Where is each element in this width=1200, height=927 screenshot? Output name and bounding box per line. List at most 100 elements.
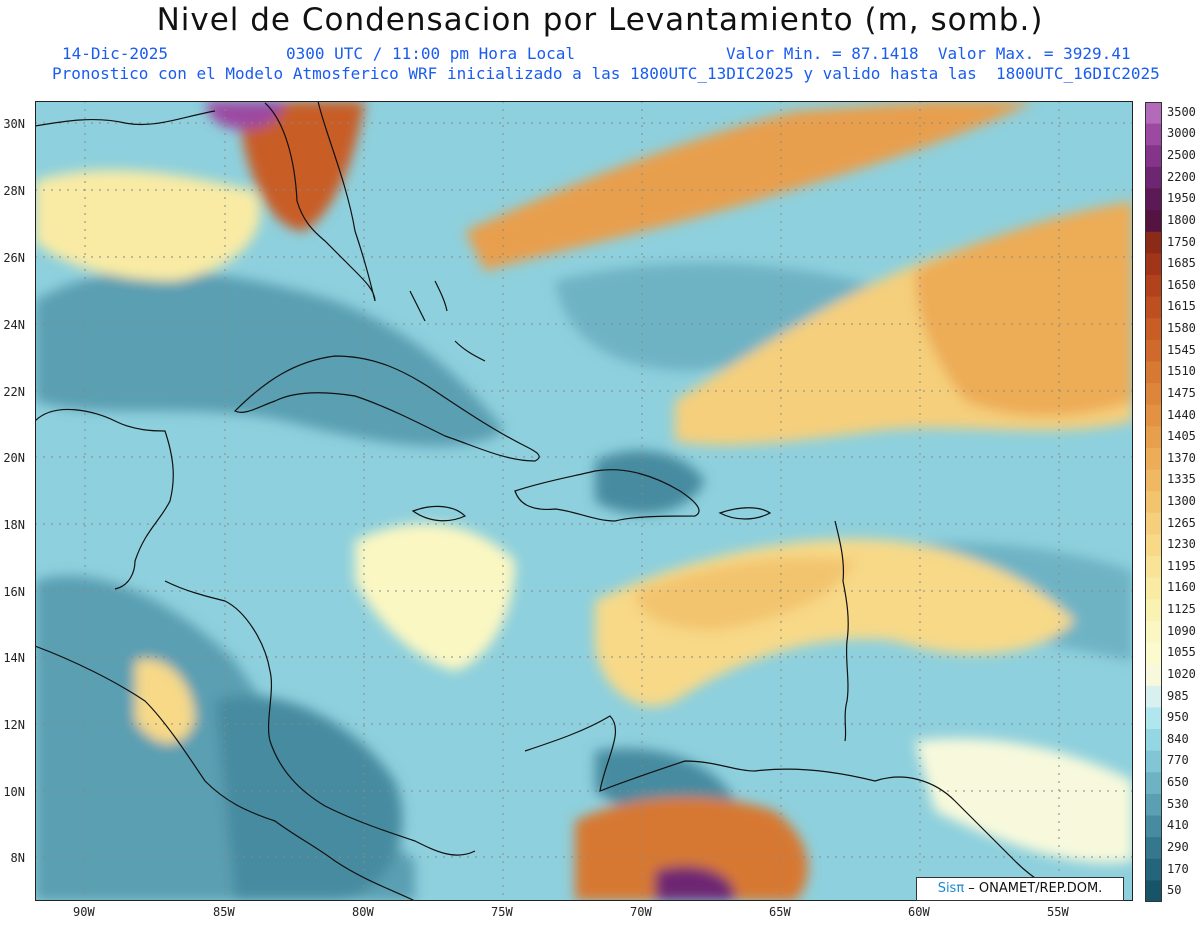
lon-label-65w: 65W — [769, 905, 791, 919]
legend-swatch — [1145, 707, 1162, 730]
legend-label: 1510 — [1167, 364, 1196, 379]
legend-swatch — [1145, 815, 1162, 838]
mod-lcl-northwest — [35, 170, 261, 281]
lat-label-12n: 12N — [3, 718, 25, 732]
coast-gulf-north — [35, 110, 216, 127]
legend-swatch — [1145, 383, 1162, 406]
color-legend — [1145, 102, 1162, 902]
lat-label-10n: 10N — [3, 785, 25, 799]
model-description: Pronostico con el Modelo Atmosferico WRF… — [52, 64, 1160, 83]
legend-label: 1580 — [1167, 321, 1196, 336]
lat-label-20n: 20N — [3, 451, 25, 465]
legend-swatch — [1145, 664, 1162, 687]
lat-label-28n: 28N — [3, 184, 25, 198]
lon-label-75w: 75W — [491, 905, 513, 919]
high-lcl-east — [635, 557, 855, 631]
legend-swatch — [1145, 620, 1162, 644]
mod-lcl-southeast — [915, 738, 1133, 863]
forecast-time: 0300 UTC / 11:00 pm Hora Local — [286, 44, 575, 63]
legend-swatch — [1145, 166, 1162, 189]
high-lcl-northeast — [915, 201, 1133, 416]
coast-florida — [264, 101, 376, 302]
legend-label: 1685 — [1167, 256, 1196, 271]
legend-label: 650 — [1167, 775, 1189, 790]
peak-lcl-venezuela — [655, 866, 735, 901]
lon-label-70w: 70W — [630, 905, 652, 919]
legend-swatch — [1145, 274, 1162, 298]
legend-label: 1750 — [1167, 234, 1196, 249]
legend-label: 1055 — [1167, 645, 1196, 660]
legend-swatch — [1145, 880, 1162, 902]
legend-swatch — [1145, 642, 1162, 665]
legend-label: 1230 — [1167, 537, 1196, 552]
lat-label-24n: 24N — [3, 318, 25, 332]
legend-label: 530 — [1167, 796, 1189, 811]
lon-label-55w: 55W — [1047, 905, 1069, 919]
legend-swatch — [1145, 577, 1162, 600]
legend-swatch — [1145, 102, 1162, 125]
legend-label: 1335 — [1167, 472, 1196, 487]
legend-swatch — [1145, 772, 1162, 795]
legend-swatch — [1145, 512, 1162, 535]
legend-frame — [1145, 102, 1162, 902]
lcl-field — [35, 101, 1133, 901]
coast-central-america-caribbean — [164, 580, 476, 856]
legend-label: 1615 — [1167, 299, 1196, 314]
coast-jamaica — [411, 505, 467, 522]
legend-label: 1265 — [1167, 515, 1196, 530]
legend-swatch — [1145, 188, 1162, 211]
low-lcl-hispaniola — [595, 450, 705, 515]
legend-label: 1800 — [1167, 212, 1196, 227]
legend-label: 770 — [1167, 753, 1189, 768]
legend-label: 1160 — [1167, 580, 1196, 595]
coast-central-america-pacific — [35, 645, 416, 901]
legend-label: 3500 — [1167, 104, 1196, 119]
legend-swatch — [1145, 447, 1162, 471]
legend-label: 1950 — [1167, 191, 1196, 206]
lon-label-90w: 90W — [73, 905, 95, 919]
map-title: Nivel de Condensacion por Levantamiento … — [156, 2, 1044, 38]
legend-label: 170 — [1167, 861, 1189, 876]
legend-label: 2200 — [1167, 169, 1196, 184]
lon-label-60w: 60W — [908, 905, 930, 919]
coast-hispaniola — [514, 469, 700, 522]
legend-swatch — [1145, 231, 1162, 254]
lon-label-80w: 80W — [352, 905, 374, 919]
legend-label: 410 — [1167, 818, 1189, 833]
legend-label: 1020 — [1167, 666, 1196, 681]
lat-label-14n: 14N — [3, 651, 25, 665]
legend-label: 1650 — [1167, 277, 1196, 292]
mod-lcl-central-caribbean — [355, 523, 515, 671]
legend-swatch — [1145, 556, 1162, 579]
coast-lesser-antilles — [834, 520, 849, 742]
coast-bahamas — [409, 280, 486, 362]
low-lcl-gulf — [35, 270, 505, 447]
legend-swatch — [1145, 361, 1162, 384]
legend-swatch — [1145, 685, 1162, 708]
legend-swatch — [1145, 793, 1162, 817]
lat-label-30n: 30N — [3, 117, 25, 131]
coastlines — [35, 101, 1076, 901]
lat-label-22n: 22N — [3, 385, 25, 399]
lat-label-8n: 8N — [10, 851, 25, 865]
legend-label: 1405 — [1167, 429, 1196, 444]
legend-label: 1545 — [1167, 342, 1196, 357]
legend-label: 2500 — [1167, 148, 1196, 163]
legend-swatch — [1145, 318, 1162, 341]
coast-cuba — [233, 355, 540, 462]
legend-label: 1125 — [1167, 602, 1196, 617]
legend-label: 3000 — [1167, 126, 1196, 141]
legend-label: 840 — [1167, 731, 1189, 746]
min-max-values: Valor Min. = 87.1418 Valor Max. = 3929.4… — [726, 44, 1131, 63]
legend-swatch — [1145, 404, 1162, 427]
mod-lcl-nicaragua — [135, 659, 195, 744]
legend-swatch — [1145, 491, 1162, 514]
credit-box: Sisπ – ONAMET/REP.DOM. — [916, 877, 1124, 901]
map-frame — [35, 101, 1133, 901]
legend-label: 1300 — [1167, 494, 1196, 508]
lcl-map — [35, 101, 1133, 901]
legend-swatch — [1145, 210, 1162, 233]
legend-label: 50 — [1167, 883, 1182, 898]
coast-yucatan — [35, 408, 174, 590]
forecast-date: 14-Dic-2025 — [62, 44, 168, 63]
